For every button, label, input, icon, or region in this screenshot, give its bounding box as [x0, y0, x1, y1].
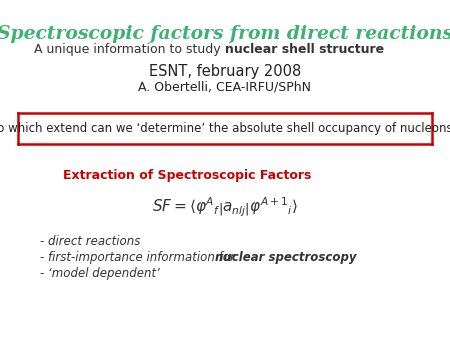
Text: A unique information to study: A unique information to study [34, 43, 225, 56]
Text: - ‘model dependent’: - ‘model dependent’ [40, 267, 160, 280]
Text: $SF = \langle \varphi^A{}_f \left| a_{nlj} \right| \varphi^{A+1}{}_i \rangle$: $SF = \langle \varphi^A{}_f \left| a_{nl… [152, 196, 298, 219]
Text: nuclear shell structure: nuclear shell structure [225, 43, 384, 56]
Text: - direct reactions: - direct reactions [40, 235, 141, 248]
Text: Extraction of Spectroscopic Factors: Extraction of Spectroscopic Factors [63, 169, 311, 182]
Text: To which extend can we ‘determine’ the absolute shell occupancy of nucleons?: To which extend can we ‘determine’ the a… [0, 122, 450, 135]
Text: A. Obertelli, CEA-IRFU/SPhN: A. Obertelli, CEA-IRFU/SPhN [139, 80, 311, 93]
Text: ESNT, february 2008: ESNT, february 2008 [149, 64, 301, 79]
Text: nuclear spectroscopy: nuclear spectroscopy [215, 251, 356, 264]
Text: Spectroscopic factors from direct reactions: Spectroscopic factors from direct reacti… [0, 25, 450, 43]
Text: - first-importance information for: - first-importance information for [40, 251, 239, 264]
